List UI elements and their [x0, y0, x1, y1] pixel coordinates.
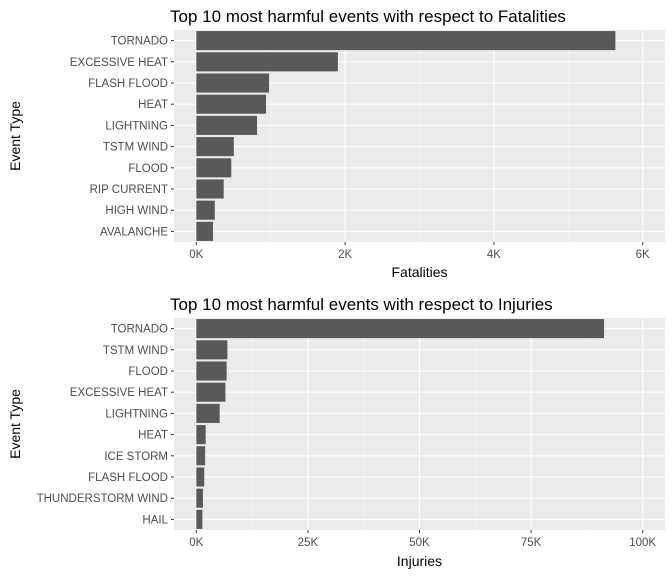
bar	[196, 221, 213, 241]
bar	[196, 509, 203, 529]
bar	[196, 31, 616, 51]
bar	[196, 488, 203, 508]
y-tick-label: TSTM WIND	[103, 345, 168, 357]
x-axis-label: Injuries	[397, 553, 442, 569]
x-tick-label: 6K	[636, 249, 650, 261]
y-tick-label: LIGHTNING	[105, 120, 168, 132]
bar	[196, 340, 228, 360]
y-tick-label: FLASH FLOOD	[88, 472, 168, 484]
y-tick-label: THUNDERSTORM WIND	[37, 493, 168, 505]
bar	[196, 382, 226, 402]
x-tick-label: 100K	[629, 537, 656, 549]
x-tick-label: 2K	[338, 249, 352, 261]
bar	[196, 73, 270, 93]
y-tick-label: HEAT	[138, 430, 168, 442]
bar	[196, 361, 227, 381]
bar	[196, 115, 258, 135]
y-tick-label: TORNADO	[111, 324, 168, 336]
x-tick-label: 75K	[521, 537, 542, 549]
injuries-chart: Top 10 most harmful events with respect …	[7, 295, 665, 569]
bar	[196, 179, 224, 199]
y-tick-label: EXCESSIVE HEAT	[70, 387, 168, 399]
chart-title: Top 10 most harmful events with respect …	[170, 295, 553, 314]
y-tick-label: HAIL	[142, 514, 168, 526]
y-tick-label: ICE STORM	[104, 451, 168, 463]
bar	[196, 158, 232, 178]
bar	[196, 403, 220, 423]
bar	[196, 94, 267, 114]
bar	[196, 319, 605, 339]
y-tick-label: HEAT	[138, 99, 168, 111]
x-tick-label: 25K	[298, 537, 319, 549]
chart-title: Top 10 most harmful events with respect …	[170, 7, 566, 26]
y-axis-label: Event Type	[7, 101, 23, 171]
y-tick-label: FLOOD	[128, 163, 168, 175]
y-tick-label: HIGH WIND	[105, 205, 168, 217]
x-tick-label: 50K	[409, 537, 430, 549]
bar	[196, 425, 206, 445]
y-tick-label: AVALANCHE	[100, 226, 168, 238]
x-tick-label: 4K	[487, 249, 501, 261]
bar	[196, 467, 205, 487]
y-tick-label: EXCESSIVE HEAT	[70, 57, 168, 69]
y-tick-label: RIP CURRENT	[90, 184, 168, 196]
y-tick-label: LIGHTNING	[105, 408, 168, 420]
x-tick-label: 0K	[189, 537, 203, 549]
x-axis-label: Fatalities	[391, 264, 447, 280]
y-tick-label: FLASH FLOOD	[88, 78, 168, 90]
fatalities-chart: Top 10 most harmful events with respect …	[7, 7, 665, 280]
bar	[196, 137, 234, 157]
y-tick-label: TORNADO	[111, 36, 168, 48]
x-tick-label: 0K	[189, 249, 203, 261]
bar	[196, 52, 338, 72]
bar	[196, 200, 215, 220]
y-axis-label: Event Type	[7, 389, 23, 459]
y-tick-label: FLOOD	[128, 366, 168, 378]
y-tick-label: TSTM WIND	[103, 142, 168, 154]
bar	[196, 446, 206, 466]
